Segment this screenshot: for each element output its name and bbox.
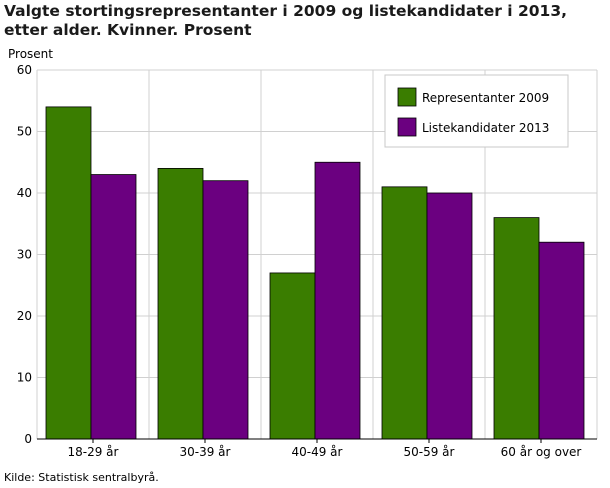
y-tick-label: 60 (17, 63, 32, 77)
legend: Representanter 2009 Listekandidater 2013 (384, 74, 569, 148)
bar-representanter-2009 (45, 106, 92, 440)
bar-representanter-2009 (157, 167, 204, 440)
bar-listekandidater-2013 (538, 241, 585, 440)
bar-representanter-2009 (381, 186, 428, 440)
legend-label: Listekandidater 2013 (422, 121, 549, 135)
y-tick-label: 0 (24, 432, 32, 446)
legend-swatch (397, 87, 417, 107)
bar-representanter-2009 (269, 272, 316, 440)
y-axis-label: Prosent (8, 47, 53, 61)
bar-listekandidater-2013 (314, 161, 361, 440)
source-note: Kilde: Statistisk sentralbyrå. (4, 471, 159, 484)
bar-representanter-2009 (493, 217, 540, 440)
y-tick-label: 20 (17, 309, 32, 323)
y-tick-label: 30 (17, 248, 32, 262)
x-tick-label: 50-59 år (404, 445, 455, 459)
x-tick-label: 40-49 år (292, 445, 343, 459)
chart-title: Valgte stortingsrepresentanter i 2009 og… (4, 2, 568, 39)
y-tick-label: 50 (17, 125, 32, 139)
legend-label: Representanter 2009 (422, 91, 549, 105)
x-tick-label: 60 år og over (501, 445, 582, 459)
x-tick-label: 30-39 år (180, 445, 231, 459)
x-tick-label: 18-29 år (68, 445, 119, 459)
y-tick-label: 40 (17, 186, 32, 200)
y-tick-label: 10 (17, 371, 32, 385)
bar-listekandidater-2013 (426, 192, 473, 440)
bar-listekandidater-2013 (90, 174, 137, 440)
legend-swatch (397, 117, 417, 137)
bar-listekandidater-2013 (202, 180, 249, 440)
bars (45, 106, 585, 440)
axes: 0 10 20 30 40 50 60 Prosent 18-29 år 30-39 år 40-4… (8, 47, 597, 459)
